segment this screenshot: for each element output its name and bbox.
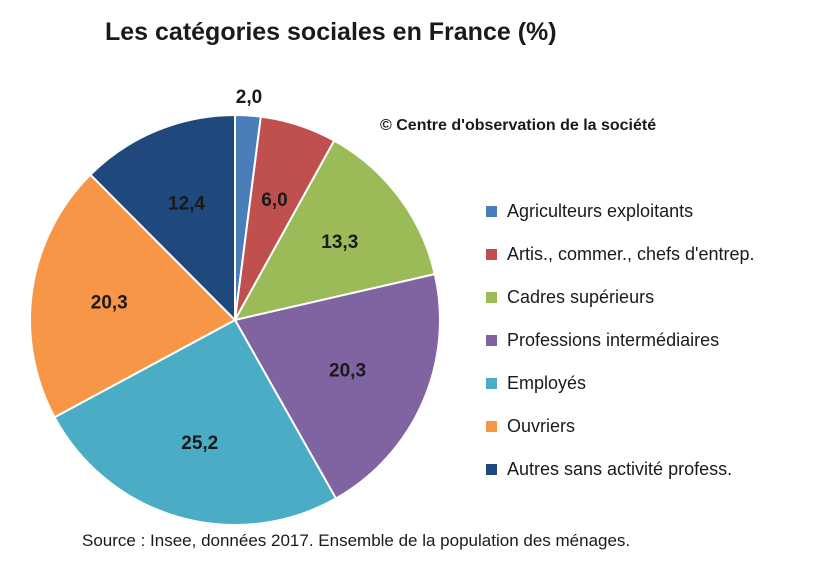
source-note: Source : Insee, données 2017. Ensemble d…	[82, 531, 631, 550]
legend-swatch	[486, 206, 497, 217]
legend-item: Cadres supérieurs	[486, 276, 755, 319]
legend-swatch	[486, 378, 497, 389]
legend-label: Professions intermédiaires	[507, 330, 720, 350]
legend-item: Professions intermédiaires	[486, 319, 755, 362]
pie-slice-5	[53, 318, 338, 526]
slice-value-label-2: 6,0	[261, 190, 287, 211]
legend-label: Cadres supérieurs	[507, 287, 655, 307]
slice-value-label-6: 20,3	[91, 292, 128, 313]
legend-swatch	[486, 421, 497, 432]
slice-value-label-1: 2,0	[236, 87, 262, 108]
legend-item: Artis., commer., chefs d'entrep.	[486, 233, 755, 276]
legend-item: Employés	[486, 362, 755, 405]
legend-label: Agriculteurs exploitants	[507, 201, 694, 221]
legend-swatch	[486, 335, 497, 346]
slice-value-label-5: 25,2	[181, 433, 218, 454]
pie-slice-3	[233, 139, 436, 322]
slice-value-label-7: 12,4	[168, 194, 205, 215]
pie-slice-4	[233, 272, 441, 500]
legend-item: Autres sans activité profess.	[486, 448, 755, 491]
legend-swatch	[486, 292, 497, 303]
chart-title: Les catégories sociales en France (%)	[105, 18, 557, 46]
legend-label: Artis., commer., chefs d'entrep.	[507, 244, 755, 264]
legend-swatch	[486, 249, 497, 260]
chart-legend: Agriculteurs exploitants Artis., commer.,…	[486, 190, 755, 491]
legend-item: Agriculteurs exploitants	[486, 190, 755, 233]
legend-label: Autres sans activité profess.	[507, 459, 733, 479]
pie-slice-7	[88, 113, 236, 323]
slice-value-label-3: 13,3	[321, 232, 358, 253]
legend-item: Ouvriers	[486, 405, 755, 448]
legend-label: Employés	[507, 373, 587, 393]
copyright-note: © Centre d'observation de la société	[380, 117, 657, 134]
slice-value-label-4: 20,3	[329, 361, 366, 382]
legend-label: Ouvriers	[507, 416, 576, 436]
pie-slice-6	[29, 173, 237, 419]
legend-swatch	[486, 464, 497, 475]
